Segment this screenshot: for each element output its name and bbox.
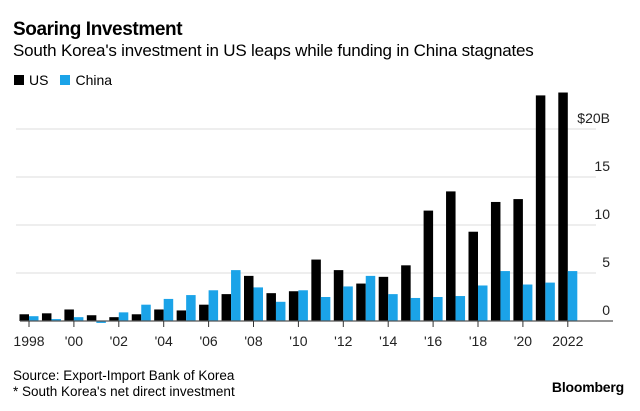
bar-china-2018: [478, 285, 488, 321]
bar-us-2012: [333, 270, 344, 321]
bar-china-1999: [51, 319, 61, 321]
bar-us-2006: [199, 304, 209, 321]
bar-china-2007: [231, 270, 241, 321]
bar-us-2010: [288, 291, 299, 321]
y-axis-labels: 0 5 10 15 $20B: [577, 110, 610, 318]
bloomberg-logo: Bloomberg: [551, 379, 624, 395]
source-text: Source: Export-Import Bank of Korea: [13, 368, 235, 383]
bar-us-1998: [19, 314, 29, 321]
legend-swatch-us: [14, 75, 24, 85]
bar-china-2002: [118, 312, 129, 321]
source-note: Source: Export-Import Bank of Korea * So…: [13, 368, 235, 400]
x-tick-label: 1998: [13, 333, 44, 349]
x-tick-label: '16: [424, 333, 442, 349]
bar-us-2015: [401, 265, 411, 321]
bar-china-2019: [500, 271, 510, 321]
legend-label-us: US: [29, 72, 49, 88]
bar-china-2009: [275, 301, 286, 321]
gridlines: [16, 128, 596, 274]
bar-china-2004: [163, 298, 174, 321]
x-tick-label: '00: [65, 333, 83, 349]
bar-china-2014: [388, 294, 398, 321]
bar-us-2018: [468, 231, 478, 321]
bar-us-2004: [154, 309, 164, 321]
x-tick-label: '20: [514, 333, 532, 349]
x-tick-label: '04: [155, 333, 173, 349]
legend-swatch-china: [60, 75, 71, 85]
bar-china-1998: [29, 316, 39, 321]
bar-us-2000: [64, 309, 74, 321]
bar-us-2013: [356, 283, 366, 321]
x-tick-label: '14: [379, 333, 397, 349]
y-tick-label: 10: [594, 206, 610, 222]
bar-china-2008: [253, 287, 263, 321]
x-tick-label: '12: [334, 333, 352, 349]
x-tick-label: '18: [469, 333, 487, 349]
bar-us-2020: [513, 199, 523, 321]
legend-item-us: US: [14, 72, 48, 88]
bar-us-2016: [423, 210, 434, 321]
footnote-text: * South Korea's net direct investment: [13, 384, 235, 399]
bar-us-2009: [266, 293, 276, 321]
bar-china-2021: [545, 282, 555, 321]
x-tick-label: '06: [199, 333, 217, 349]
bar-us-1999: [41, 313, 52, 321]
bars: [19, 92, 578, 323]
bar-china-2012: [343, 286, 353, 321]
bar-us-2014: [378, 276, 389, 321]
legend-item-china: China: [60, 72, 112, 88]
bar-us-2017: [446, 191, 456, 321]
bar-us-2021: [535, 95, 546, 322]
bar-china-2016: [433, 297, 443, 321]
bar-china-2003: [141, 304, 151, 321]
y-tick-label: 5: [602, 254, 610, 270]
x-axis-labels: 1998 '00 '02 '04 '06 '08 '10 '12 '14 '16 '18 '20 202…: [13, 333, 583, 349]
bar-us-2022: [558, 92, 568, 322]
bar-china-2013: [365, 275, 376, 321]
y-tick-label: 0: [602, 302, 610, 318]
x-tick-label: 2022: [552, 333, 583, 349]
y-tick-label: 15: [594, 158, 610, 174]
y-tick-label: $20B: [577, 110, 610, 126]
x-tick-label: '08: [244, 333, 262, 349]
bar-us-2008: [244, 275, 254, 321]
bar-us-2007: [221, 294, 232, 321]
bar-china-2017: [455, 296, 466, 321]
bar-us-2002: [109, 317, 119, 321]
bar-china-2015: [410, 297, 421, 321]
x-axis: [20, 320, 613, 327]
chart-subtitle: South Korea's investment in US leaps whi…: [13, 41, 534, 60]
bar-us-2019: [490, 201, 501, 321]
bar-china-2011: [320, 297, 331, 321]
bar-china-2005: [186, 295, 196, 321]
chart-title: Soaring Investment: [13, 19, 183, 40]
bar-china-2001: [96, 321, 106, 323]
x-tick-label: '10: [289, 333, 307, 349]
bar-us-2003: [131, 314, 142, 321]
bar-us-2001: [86, 315, 97, 321]
bar-china-2010: [298, 290, 308, 321]
bar-us-2005: [176, 310, 187, 321]
bar-china-2022: [567, 271, 578, 321]
bar-china-2006: [208, 290, 219, 321]
x-tick-label: '02: [110, 333, 128, 349]
legend: US China: [14, 72, 124, 88]
bar-us-2011: [311, 259, 321, 321]
legend-label-china: China: [75, 72, 113, 88]
bar-china-2000: [73, 317, 84, 321]
bar-china-2020: [522, 284, 533, 321]
